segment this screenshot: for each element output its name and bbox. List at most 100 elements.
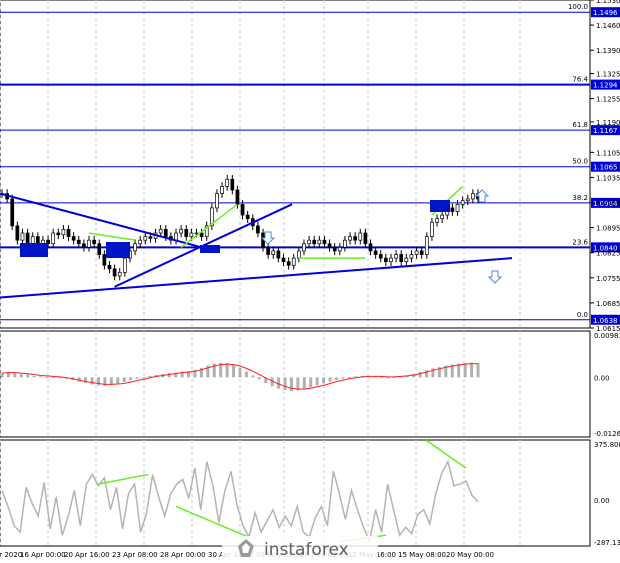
candle-body — [82, 243, 86, 248]
svg-text:1.1294: 1.1294 — [593, 82, 618, 90]
macd-bar — [180, 371, 184, 378]
candle-body — [455, 203, 460, 212]
macd-bar — [418, 372, 422, 378]
zone-box — [106, 242, 130, 258]
macd-bar — [174, 372, 178, 378]
candle-body — [97, 243, 102, 255]
fib-price-tag: 1.0964 — [591, 197, 620, 208]
macd-bar — [0, 373, 4, 378]
candle-body — [235, 189, 240, 205]
arrow-down-icon — [487, 270, 503, 284]
y-tick-label: 1.1530 — [596, 0, 620, 5]
candle-body — [143, 236, 148, 241]
macd-bar — [199, 367, 203, 378]
fib-price-tag: 1.1065 — [591, 161, 620, 172]
macd-bar — [13, 372, 17, 378]
macd-bar — [251, 375, 255, 378]
y-tick-label: 1.1390 — [596, 47, 620, 55]
macd-bar — [212, 363, 216, 378]
candle-body — [61, 229, 66, 236]
candle-body — [194, 232, 199, 235]
fib-level-label: 23.6 — [572, 238, 588, 246]
candle-body — [363, 232, 368, 245]
candle-body — [353, 236, 358, 241]
candle-body — [204, 225, 209, 237]
macd-bar — [238, 367, 242, 378]
macd-bar — [315, 377, 319, 386]
macd-bar — [232, 365, 236, 378]
zone-box — [20, 243, 48, 257]
y-tick-label: 1.0615 — [596, 325, 620, 333]
candle-body — [240, 203, 245, 216]
svg-text:1.0964: 1.0964 — [593, 200, 618, 208]
macd-bar — [135, 377, 139, 379]
x-tick-label: 16 Apr 00:00 — [20, 551, 66, 559]
macd-bar — [109, 377, 113, 385]
macd-y-label: 0.00981 — [594, 332, 620, 340]
macd-bar — [244, 371, 248, 378]
candle-body — [230, 178, 235, 191]
macd-bar — [380, 376, 384, 378]
macd-bar — [296, 377, 300, 391]
fib-price-tag: 1.0840 — [591, 242, 620, 253]
macd-bar — [129, 377, 133, 381]
candle-body — [46, 239, 50, 245]
x-tick-label: 20 May 00:00 — [446, 551, 494, 559]
zone-box — [430, 200, 450, 212]
macd-bar — [450, 364, 454, 378]
macd-bar — [32, 375, 36, 378]
candle-body — [66, 229, 71, 237]
macd-bar — [347, 377, 351, 379]
candle-body — [424, 236, 429, 255]
macd-signal-line — [1, 363, 478, 390]
macd-bar — [90, 377, 94, 385]
y-tick-label: 1.1460 — [596, 22, 620, 30]
macd-bar — [354, 376, 358, 378]
candle-body — [107, 264, 112, 270]
candle-body — [343, 239, 347, 248]
macd-bar — [302, 377, 306, 390]
candle-body — [450, 207, 455, 212]
candle-body — [297, 250, 301, 259]
macd-bar — [142, 377, 146, 379]
macd-bar — [309, 377, 313, 388]
cci-divergence-line — [175, 505, 249, 538]
macd-bar — [96, 377, 100, 386]
macd-bar — [444, 365, 448, 378]
macd-bar — [193, 369, 197, 378]
y-tick-label: 1.0685 — [596, 300, 620, 308]
candle-body — [419, 250, 424, 255]
macd-bar — [264, 377, 268, 384]
candle-body — [158, 229, 163, 234]
macd-bar — [425, 370, 429, 378]
fib-level-label: 76.4 — [572, 76, 588, 84]
candle-body — [404, 257, 409, 263]
cci-y-label: 0.00 — [594, 497, 610, 505]
candle-body — [215, 193, 219, 209]
svg-text:1.1167: 1.1167 — [593, 127, 618, 135]
candle-body — [133, 243, 137, 252]
y-tick-label: 1.0755 — [596, 275, 620, 283]
macd-bar — [328, 377, 332, 382]
candle-body — [209, 207, 214, 227]
candle-body — [378, 254, 383, 259]
fib-level-label: 0.0 — [577, 311, 588, 319]
macd-bar — [457, 363, 461, 378]
macd-bar — [431, 368, 435, 378]
macd-bar — [39, 376, 43, 378]
y-tick-label: 1.1190 — [596, 119, 620, 127]
watermark: instaforex — [222, 536, 378, 563]
candle-body — [184, 229, 189, 237]
macd-bar — [187, 371, 191, 378]
cci-line — [1, 459, 479, 545]
candle-body — [276, 250, 281, 259]
candle-body — [102, 254, 107, 266]
fib-price-tag: 1.1167 — [591, 125, 620, 136]
macd-bar — [476, 363, 480, 378]
candle-body — [174, 232, 178, 241]
candle-body — [112, 268, 117, 277]
cci-y-label: 375.8087 — [594, 441, 620, 449]
descending-trend-line — [0, 192, 202, 249]
candle-body — [435, 218, 439, 223]
